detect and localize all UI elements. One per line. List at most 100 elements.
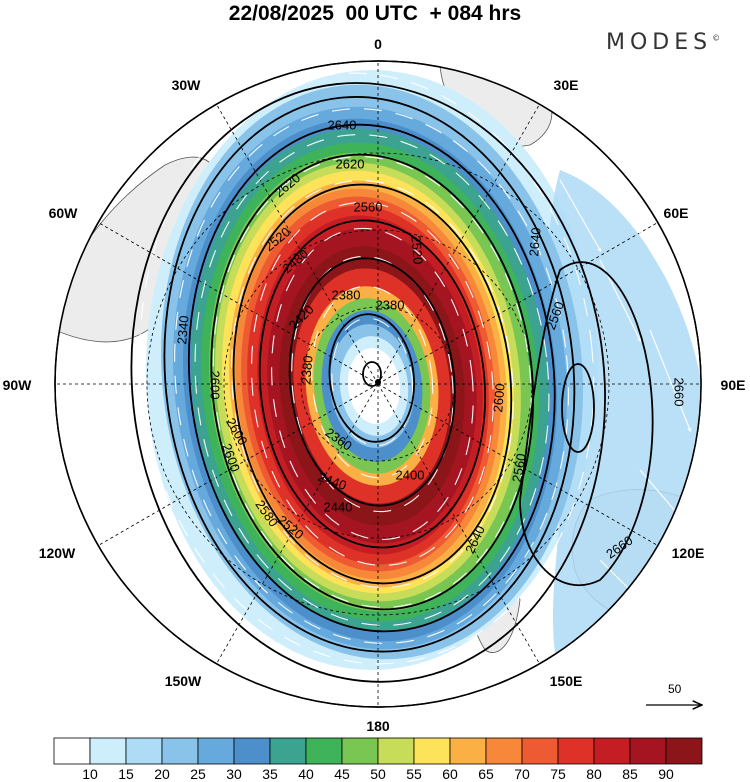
contour-label-text: 2640 [526,227,543,257]
contour-label: 2380 [376,297,405,312]
colorbar-swatch [233,737,271,765]
height-contour-east [519,261,654,587]
colorbar-tick-label: 75 [550,766,566,782]
height-contour-pole-low [362,361,382,387]
contour-label: 2340 [174,315,191,345]
colorbar-tick-label: 20 [154,766,170,782]
contour-label-text: 2440 [324,499,353,514]
height-contour [163,96,576,653]
contour-label-text: 2600 [208,371,223,400]
contour-label-text: 2600 [490,383,507,413]
contour-label: 2380 [298,355,315,385]
longitude-label: 60E [664,205,689,221]
height-contour [328,313,415,443]
colorbar-swatch [521,737,559,765]
contour-label-text: 2380 [376,297,405,312]
colorbar-swatch [197,737,235,765]
contour-label-text: 2380 [298,355,315,385]
colorbar-swatch [53,737,91,765]
height-contour [210,153,535,611]
contour-label: 2600 [208,371,223,400]
contour-label-text: 2560 [509,452,529,483]
colorbar-swatch [377,737,415,765]
streamline [271,227,474,541]
contour-label: 2640 [526,227,543,257]
colorbar-tick-label: 60 [442,766,458,782]
colorbar-swatch [89,737,127,765]
contour-label: 2520 [408,235,425,265]
contour-label-text: 2340 [174,315,191,345]
colorbar-tick-label: 35 [262,766,278,782]
colorbar-tick-label: 55 [406,766,422,782]
longitude-label: 150W [165,673,202,689]
colorbar-swatch [485,737,523,765]
height-contour [258,219,487,549]
colorbar-tick-label: 10 [82,766,98,782]
longitude-label: 180 [366,718,390,734]
longitude-label: 30E [554,77,579,93]
height-contours [130,82,654,683]
longitude-label: 0 [374,36,382,52]
contour-label-text: 2560 [354,199,383,214]
colorbar-tick-label: 25 [190,766,206,782]
contour-label: 2380 [332,287,361,302]
colorbar-tick-label: 70 [514,766,530,782]
longitude-label: 90W [3,377,33,393]
wind-layer [146,70,701,680]
contour-label-text: 2620 [336,156,365,171]
contour-label-text: 2400 [396,467,425,482]
pole-marker [375,379,381,385]
colorbar-swatch [125,737,163,765]
streamline [231,180,514,588]
height-contour [187,123,556,633]
colorbar-swatch [629,737,667,765]
colorbar-tick-label: 30 [226,766,242,782]
longitude-label: 150E [550,673,583,689]
streamline-segment [649,329,692,433]
brand-logo: MODES© [606,30,720,55]
streamline [194,134,550,626]
colorbar-swatch [269,737,307,765]
height-contour-high [561,363,595,453]
contour-label: 2560 [509,452,529,483]
map-title: 22/08/2025 00 UTC + 084 hrs [228,2,522,25]
streamline-segment [619,199,682,302]
contour-label-text: 2520 [408,235,425,265]
longitude-labels: 0 30E 60E 90E 120E 150E 180 150W 120W 90W 60W 30W [3,36,746,734]
height-contour [288,257,456,507]
height-contour [232,183,513,585]
reference-vector: 50 [646,682,702,705]
map-disc-border [54,60,702,708]
colorbar-tick-label: 80 [586,766,602,782]
colorbar-tick-label: 90 [658,766,674,782]
longitude-label: 30W [172,77,202,93]
longitude-label: 60W [49,205,79,221]
colorbar-swatch [593,737,631,765]
colorbar-swatch [557,737,595,765]
wind-speed-colorbar: 10 15 20 25 30 35 40 45 50 55 60 65 70 75 80 85 90 [53,737,703,782]
colorbar-swatch [413,737,451,765]
streamline-segment [559,179,602,252]
colorbar-tick-label: 40 [298,766,314,782]
colorbar-tick-label: 50 [370,766,386,782]
brand-logo-text: MODES [606,30,713,55]
colorbar-swatch [449,737,487,765]
colorbar-tick-label: 45 [334,766,350,782]
contour-label: 2560 [354,199,383,214]
colorbar-swatch [305,737,343,765]
contour-label: 2660 [672,378,687,407]
reference-vector-label: 50 [668,682,682,696]
streamline [139,72,595,665]
colorbar-tick-label: 65 [478,766,494,782]
contour-label: 2640 [328,117,357,132]
streamline [291,255,454,513]
longitude-label: 90E [721,377,746,393]
contour-label-text: 2660 [672,378,687,407]
contour-label: 2440 [324,499,353,514]
longitude-label: 120W [39,545,76,561]
longitude-label: 120E [672,545,705,561]
streamline [174,108,570,644]
colorbar-swatch [341,737,379,765]
streamline [331,317,414,447]
